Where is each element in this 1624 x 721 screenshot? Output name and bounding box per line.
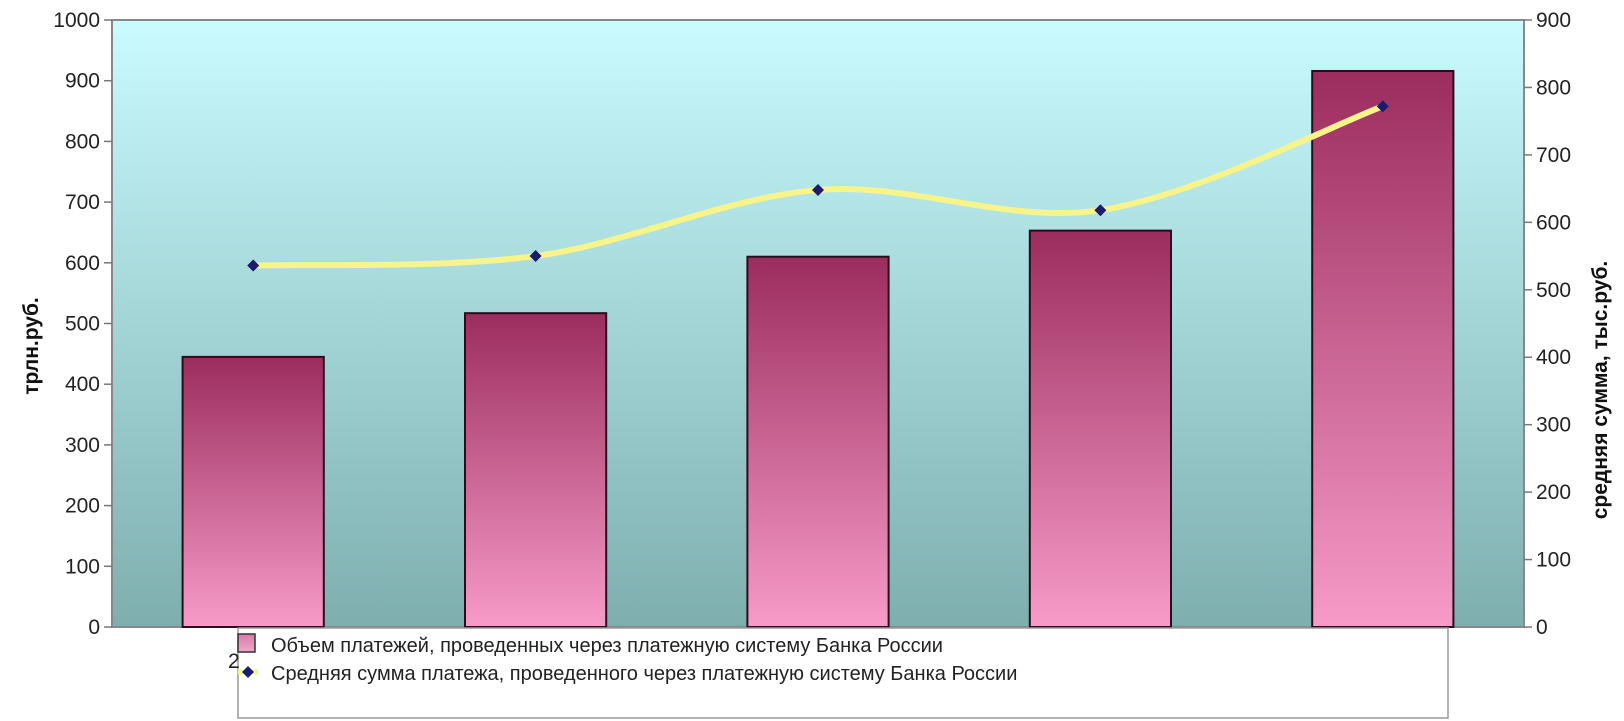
bar: [746, 255, 890, 628]
y-tick-label-right: 900: [1536, 9, 1571, 32]
legend-box: [237, 627, 1449, 719]
y-tick-label-left: 200: [65, 495, 100, 518]
line-series: [247, 100, 1389, 272]
legend-label-line: Средняя сумма платежа, проведенного чере…: [271, 663, 1017, 685]
legend-swatch-bar: [237, 633, 256, 653]
y-tick-label-left: 100: [65, 555, 100, 578]
bar: [1311, 69, 1455, 629]
legend-swatch-marker: [242, 666, 254, 678]
bar: [181, 355, 325, 628]
bar-series: [181, 69, 1455, 629]
bar: [464, 312, 608, 628]
y-tick-label-right: 800: [1536, 76, 1571, 99]
y-tick-label-right: 300: [1536, 414, 1571, 437]
y-tick-label-left: 700: [65, 191, 100, 214]
y-axis-title-right: средняя сумма, тыс.руб.: [1589, 261, 1612, 520]
y-tick-label-left: 400: [65, 373, 100, 396]
y-tick-label-left: 300: [65, 434, 100, 457]
bar: [1028, 229, 1173, 628]
y-tick-label-right: 0: [1536, 616, 1548, 639]
y-tick-label-right: 700: [1536, 144, 1571, 167]
y-tick-label-left: 1000: [53, 9, 100, 32]
y-tick-label-right: 100: [1536, 549, 1571, 572]
y-tick-label-left: 500: [65, 313, 100, 336]
y-axis-right: 0 100 200 300 400 500 600 700 800 900: [1524, 9, 1571, 639]
y-tick-label-right: 500: [1536, 279, 1571, 302]
category-label-partial: 2: [228, 650, 240, 673]
legend-label-bar: Объем платежей, проведенных через платеж…: [271, 635, 943, 657]
y-tick-label-left: 0: [88, 616, 100, 639]
legend: 2 Объем платежей, проведенных через плат…: [228, 627, 1449, 719]
y-tick-label-left: 900: [65, 70, 100, 93]
line-point: [529, 250, 542, 263]
y-axis-left: 0 100 200 300 400 500 600 700 800 900 1000: [53, 9, 1243, 639]
line-point: [1094, 204, 1107, 217]
y-tick-label-right: 400: [1536, 346, 1571, 369]
y-tick-label-left: 800: [65, 130, 100, 153]
line-point: [247, 259, 260, 272]
y-tick-label-left: 600: [65, 252, 100, 275]
y-axis-title-left: трлн.руб.: [20, 297, 43, 394]
line-point: [1376, 100, 1389, 113]
y-tick-label-right: 600: [1536, 211, 1571, 234]
line-point: [812, 183, 824, 196]
y-tick-label-right: 200: [1536, 481, 1571, 504]
